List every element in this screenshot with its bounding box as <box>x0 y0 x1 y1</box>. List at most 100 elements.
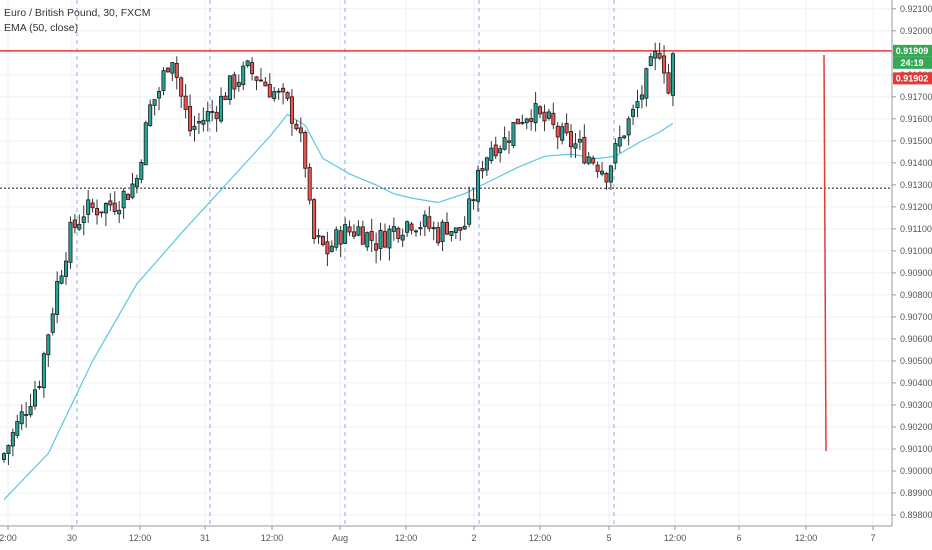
candle-bull <box>130 172 135 200</box>
candle-body <box>210 111 215 113</box>
candle-body <box>378 229 383 249</box>
price-tick-label: 0.90600 <box>900 334 932 344</box>
session-separators <box>76 0 615 526</box>
price-tick-label: 0.91100 <box>900 224 932 234</box>
candle-body <box>458 227 463 231</box>
candle-body <box>608 165 613 183</box>
price-scale[interactable]: 0.921000.920000.919000.918000.917000.916… <box>892 4 932 520</box>
candle-bear <box>72 214 77 234</box>
candle-body <box>46 334 51 356</box>
candle-bull <box>617 125 622 153</box>
candle-bull <box>400 228 405 248</box>
price-tag-countdown-text: 24:19 <box>900 58 923 68</box>
candle-body <box>569 131 574 148</box>
candle-body <box>387 228 392 249</box>
candle-body <box>258 79 263 82</box>
candle-body <box>600 170 605 175</box>
candle-body <box>374 243 379 251</box>
price-tick-label: 0.89800 <box>900 510 932 520</box>
candle-bull <box>15 414 20 439</box>
candle-bull <box>422 210 427 237</box>
candle-body <box>10 432 15 447</box>
projection-line <box>823 55 827 452</box>
candle-body <box>604 172 609 183</box>
candle-body <box>436 227 441 244</box>
candle-body <box>453 227 458 233</box>
candle-body <box>112 202 117 212</box>
candle-bull <box>205 101 210 132</box>
candle-bear <box>232 71 237 99</box>
candle-body <box>427 216 432 229</box>
candle-bull <box>6 444 11 466</box>
candle-bull <box>378 222 383 261</box>
candle-bear <box>214 106 219 132</box>
candle-body <box>139 162 144 180</box>
candle-bear <box>538 105 543 119</box>
candle-body <box>6 444 11 454</box>
candle-bull <box>55 271 60 324</box>
candle-body <box>183 95 188 110</box>
candle-body <box>639 94 644 100</box>
candle-bear <box>529 109 534 131</box>
candle-bull <box>365 231 370 251</box>
candle-bull <box>608 164 613 190</box>
candle-bull <box>103 202 108 226</box>
candle-body <box>77 223 82 230</box>
candle-body <box>303 131 308 169</box>
candle-bull <box>143 120 148 166</box>
candle-bear <box>254 76 259 91</box>
candle-body <box>449 230 454 236</box>
projection-layer[interactable] <box>823 55 827 452</box>
time-tick-label: 6 <box>736 533 741 543</box>
candle-body <box>595 164 600 172</box>
candle-bear <box>480 160 485 179</box>
candle-bull <box>622 135 627 140</box>
candle-bear <box>604 172 609 190</box>
candle-bull <box>201 107 206 132</box>
candle-bear <box>515 118 520 125</box>
candle-body <box>591 158 596 164</box>
candle-body <box>250 62 255 75</box>
candle-body <box>529 118 534 122</box>
candle-body <box>312 199 317 239</box>
candle-bear <box>99 211 104 218</box>
candle-body <box>462 225 467 230</box>
candle-body <box>502 137 507 150</box>
candle-bull <box>600 162 605 177</box>
horizontal-lines[interactable] <box>0 50 892 189</box>
price-tag-last: 0.91902 <box>893 72 932 85</box>
candle-bull <box>334 226 339 251</box>
candle-bull <box>670 52 675 107</box>
candle-body <box>241 65 246 85</box>
candle-body <box>648 56 653 66</box>
candle-bull <box>19 404 24 431</box>
time-tick-label: 2:00 <box>0 533 17 543</box>
candle-bear <box>95 199 100 225</box>
time-scale[interactable]: 2:00 30 12:00 31 12:00 Aug 12:00 2 12:00 5 12:00 6 1… <box>0 526 876 543</box>
candle-bull <box>653 42 658 71</box>
candle-bull <box>2 452 7 463</box>
candle-bear <box>250 57 255 81</box>
candle-body <box>157 91 162 99</box>
price-tags: 0.91909 24:19 0.91902 <box>893 44 932 85</box>
candle-body <box>33 389 38 407</box>
candle-body <box>653 51 658 59</box>
price-tag-level-text: 0.91909 <box>896 46 929 56</box>
candle-body <box>205 111 210 122</box>
candle-bull <box>276 88 281 100</box>
candle-bear <box>369 218 374 252</box>
candle-body <box>546 111 551 119</box>
candle-bear <box>294 120 299 131</box>
candle-bear <box>662 45 667 84</box>
candle-body <box>467 198 472 225</box>
candle-body <box>582 137 587 164</box>
time-tick-label: Aug <box>332 533 348 543</box>
candle-bear <box>174 56 179 90</box>
candle-body <box>121 190 126 209</box>
symbol-title[interactable]: Euro / British Pound, 30, FXCM <box>4 7 151 19</box>
price-tick-label: 0.90300 <box>900 400 932 410</box>
indicator-label[interactable]: EMA (50, close) <box>4 22 79 34</box>
candle-body <box>440 221 445 242</box>
candle-body <box>37 386 42 388</box>
